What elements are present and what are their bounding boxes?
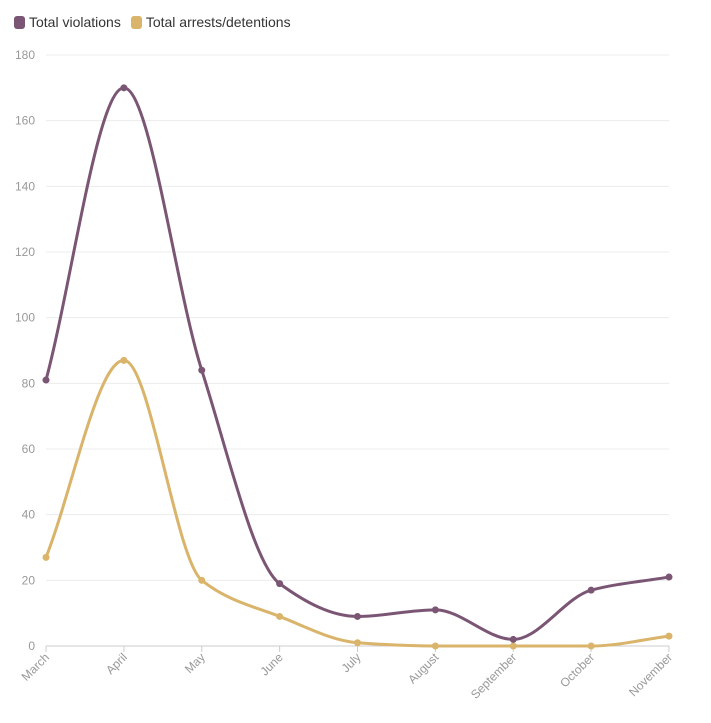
data-point-total-arrests-detentions-april[interactable] xyxy=(120,357,127,364)
x-tick-label-september: September xyxy=(468,650,519,701)
data-point-total-arrests-detentions-august[interactable] xyxy=(432,643,439,650)
x-tick-label-june: June xyxy=(257,650,286,679)
line-chart: 0 20 40 60 80 100 120 140 160 180 March April May Jun… xyxy=(0,0,711,723)
y-tick-label-160: 160 xyxy=(15,114,35,128)
data-point-total-violations-july[interactable] xyxy=(354,613,361,620)
data-point-total-arrests-detentions-march[interactable] xyxy=(43,554,50,561)
data-point-total-violations-september[interactable] xyxy=(510,636,517,643)
y-tick-label-20: 20 xyxy=(22,573,36,587)
x-tick-label-july: July xyxy=(339,650,364,675)
y-tick-label-60: 60 xyxy=(22,442,36,456)
data-point-total-violations-april[interactable] xyxy=(120,84,127,91)
x-tick-label-may: May xyxy=(182,650,208,676)
y-tick-label-140: 140 xyxy=(15,179,35,193)
x-tick-label-august: August xyxy=(405,650,442,687)
x-tick-label-october: October xyxy=(557,650,597,690)
series-line-total-arrests-detentions xyxy=(46,360,669,646)
y-tick-label-80: 80 xyxy=(22,376,36,390)
y-tick-label-40: 40 xyxy=(22,508,36,522)
data-point-total-arrests-detentions-july[interactable] xyxy=(354,639,361,646)
data-point-total-arrests-detentions-october[interactable] xyxy=(588,643,595,650)
x-tick-label-march: March xyxy=(19,650,52,683)
y-tick-label-100: 100 xyxy=(15,311,35,325)
data-point-total-arrests-detentions-may[interactable] xyxy=(198,577,205,584)
x-tick-label-april: April xyxy=(103,650,130,677)
data-point-total-violations-november[interactable] xyxy=(666,574,673,581)
data-point-total-violations-august[interactable] xyxy=(432,606,439,613)
y-tick-label-120: 120 xyxy=(15,245,35,259)
data-point-total-violations-may[interactable] xyxy=(198,367,205,374)
data-point-total-arrests-detentions-november[interactable] xyxy=(666,633,673,640)
data-point-total-violations-march[interactable] xyxy=(43,377,50,384)
series-line-total-violations xyxy=(46,88,669,640)
y-tick-label-180: 180 xyxy=(15,48,35,62)
data-point-total-arrests-detentions-june[interactable] xyxy=(276,613,283,620)
y-tick-label-0: 0 xyxy=(28,639,35,653)
data-point-total-violations-june[interactable] xyxy=(276,580,283,587)
data-point-total-arrests-detentions-september[interactable] xyxy=(510,643,517,650)
x-tick-label-november: November xyxy=(626,650,675,699)
data-point-total-violations-october[interactable] xyxy=(588,587,595,594)
